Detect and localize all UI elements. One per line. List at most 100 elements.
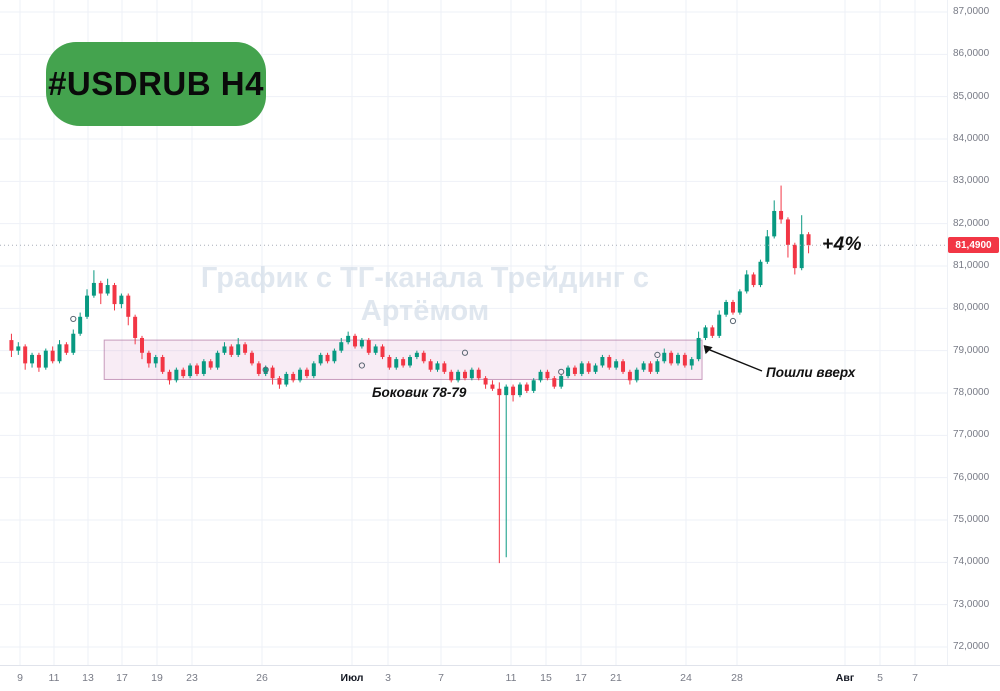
- candle-body: [586, 363, 591, 372]
- candle-body: [318, 354, 323, 364]
- candle-body: [98, 282, 103, 294]
- price-tick-label: 78,0000: [953, 387, 990, 398]
- price-tick-label: 81,0000: [953, 260, 990, 271]
- candle-body: [332, 350, 337, 362]
- time-tick-label: 24: [680, 672, 692, 684]
- candle-body: [483, 378, 488, 385]
- candle-body: [277, 378, 282, 385]
- candle-body: [765, 236, 770, 262]
- price-tick-label: 85,0000: [953, 90, 990, 102]
- candle-body: [531, 380, 536, 391]
- candle-body: [621, 361, 626, 372]
- candle-body: [284, 373, 289, 385]
- candle-body: [511, 386, 516, 396]
- candle-body: [105, 285, 110, 294]
- price-tick-label: 75,0000: [953, 514, 990, 525]
- candle-body: [91, 282, 96, 296]
- event-marker-icon: [558, 368, 565, 375]
- candle-body: [133, 316, 138, 338]
- candle-body: [174, 369, 179, 381]
- breakout-annotation-label[interactable]: Пошли вверх: [766, 365, 856, 380]
- price-tick-label: 76,0000: [953, 471, 990, 483]
- candle-body: [229, 346, 234, 355]
- time-tick-label: 3: [385, 672, 391, 684]
- time-tick-label: 17: [116, 672, 128, 684]
- candle-body: [744, 274, 749, 292]
- price-tick-label: 72,0000: [953, 641, 990, 652]
- time-scale[interactable]: 9 11 13 17 19 23 26 Июл 3 7 11 15 17 21 24 28 Авг 5 7: [0, 665, 1000, 691]
- candle-body: [730, 301, 735, 313]
- time-tick-label: Июл: [340, 672, 364, 684]
- candle-body: [579, 363, 584, 374]
- candle-body: [799, 234, 804, 269]
- candle-body: [85, 295, 90, 317]
- candle-body: [243, 344, 248, 353]
- event-marker-icon: [70, 315, 77, 323]
- candle-body: [401, 359, 406, 366]
- symbol-badge[interactable]: #USDRUB H4: [46, 42, 266, 126]
- price-tick-label: 86,0000: [953, 48, 990, 60]
- candle-body: [737, 291, 742, 313]
- price-tick-label: 79,0000: [953, 344, 990, 356]
- time-tick-label: 11: [505, 672, 517, 684]
- candle-body: [71, 333, 76, 353]
- event-marker-icon: [262, 366, 269, 373]
- candle-body: [298, 369, 303, 381]
- candle-body: [428, 361, 433, 370]
- candle-body: [476, 369, 481, 379]
- candle-body: [160, 357, 165, 372]
- candle-body: [627, 371, 632, 381]
- time-tick-label: 7: [438, 672, 444, 684]
- event-marker-icon: [358, 362, 365, 369]
- candle-body: [517, 384, 522, 396]
- candle-body: [263, 367, 268, 374]
- candle-body: [43, 350, 48, 368]
- candle-body: [236, 344, 241, 355]
- candle-body: [717, 314, 722, 336]
- candle-body: [119, 295, 124, 305]
- candle-body: [304, 369, 309, 377]
- candle-body: [291, 373, 296, 381]
- candle-body: [593, 365, 598, 372]
- candle-body: [669, 352, 674, 364]
- candle-body: [655, 361, 660, 372]
- price-tick-label: 87,0000: [953, 6, 990, 17]
- candle-body: [50, 350, 55, 362]
- candle-body: [256, 363, 261, 374]
- candle-body: [641, 363, 646, 370]
- time-tick-label: 26: [256, 672, 268, 684]
- candle-body: [559, 376, 564, 387]
- candle-body: [346, 335, 351, 343]
- range-annotation-label[interactable]: Боковик 78-79: [372, 385, 467, 400]
- time-tick-label: 7: [912, 672, 918, 684]
- candle-body: [449, 371, 454, 381]
- candle-body: [758, 261, 763, 286]
- candle-body: [325, 354, 330, 362]
- candle-body: [167, 371, 172, 381]
- candle-body: [373, 346, 378, 353]
- candle-body: [408, 357, 412, 366]
- gain-annotation-label[interactable]: +4%: [822, 234, 863, 255]
- price-tick-label: 80,0000: [953, 302, 990, 314]
- event-marker-icon: [729, 317, 737, 325]
- candle-body: [112, 285, 117, 305]
- time-tick-label: 19: [151, 672, 163, 684]
- candle-body: [78, 316, 83, 334]
- price-scale[interactable]: 81,4900 87,0000 86,0000 85,0000 84,0000 83,0…: [947, 0, 1000, 666]
- candle-body: [359, 340, 364, 347]
- candle-body: [538, 371, 543, 381]
- candle-body: [201, 361, 206, 374]
- candle-body: [504, 386, 509, 396]
- candle-body: [779, 210, 784, 220]
- candle-body: [772, 210, 777, 237]
- candle-body: [792, 244, 797, 269]
- candle-body: [552, 378, 557, 387]
- candle-body: [456, 371, 461, 381]
- candle-body: [614, 361, 619, 368]
- candle-body: [194, 365, 199, 374]
- time-tick-label: 5: [877, 672, 883, 684]
- candle-body: [600, 357, 605, 366]
- candle-body: [188, 365, 193, 377]
- candle-body: [497, 388, 502, 396]
